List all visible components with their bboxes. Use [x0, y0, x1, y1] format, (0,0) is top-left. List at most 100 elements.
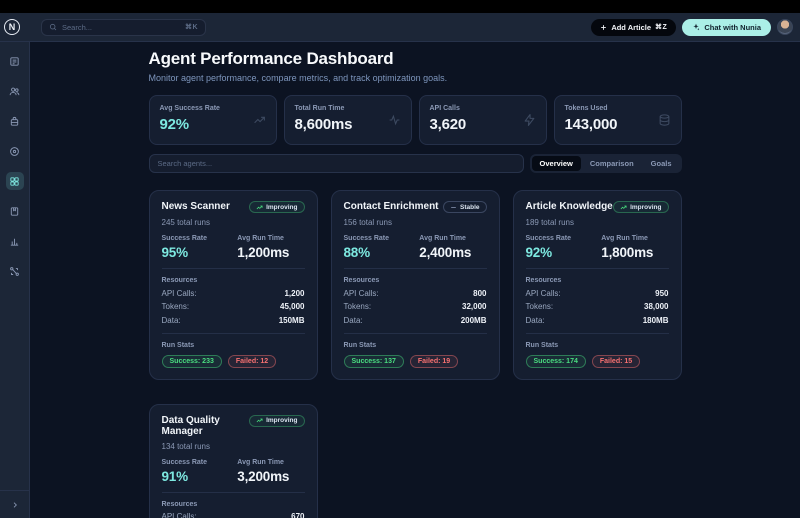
avg-run-time-value: 1,800ms: [601, 245, 654, 260]
avg-run-time-label: Avg Run Time: [237, 235, 284, 242]
success-rate-value: 92%: [525, 245, 553, 260]
sidebar-nav: [0, 42, 29, 280]
agent-card-article-knowledge[interactable]: Article Knowledge Improving 189 total ru…: [512, 190, 682, 380]
add-article-shortcut: ⌘Z: [655, 24, 668, 31]
sidebar-item-articles[interactable]: [6, 202, 24, 220]
trending-up-icon: [256, 418, 263, 423]
agent-name: News Scanner: [161, 201, 230, 212]
page-subtitle: Monitor agent performance, compare metri…: [148, 73, 448, 83]
news-icon: [10, 56, 19, 66]
success-rate-value: 95%: [161, 245, 189, 260]
total-runs: 189 total runs: [525, 218, 574, 227]
agent-card-contact-enrichment[interactable]: Contact Enrichment Stable 156 total runs…: [330, 190, 500, 380]
topbar: N ⌘K Add Article ⌘Z Chat with Nunia: [0, 13, 800, 42]
avg-run-time-label: Avg Run Time: [601, 235, 648, 242]
analytics-icon: [10, 238, 19, 246]
trend-badge: Improving: [249, 414, 305, 427]
sidebar-item-dashboard[interactable]: [5, 172, 24, 190]
sidebar-item-media[interactable]: [6, 142, 24, 160]
tab-overview[interactable]: Overview: [531, 156, 581, 171]
logo-letter: N: [8, 22, 16, 32]
sidebar-item-news[interactable]: [6, 52, 24, 70]
sidebar-item-automations[interactable]: [6, 262, 24, 280]
companies-icon: [10, 116, 19, 126]
data-value: 180MB: [642, 315, 669, 325]
global-search[interactable]: ⌘K: [41, 18, 206, 36]
stat-label: API Calls: [429, 105, 460, 112]
api-calls-key: API Calls:: [343, 288, 379, 298]
success-badge: Success: 137: [343, 354, 404, 368]
api-calls-key: API Calls:: [161, 512, 197, 518]
stat-value: 8,600ms: [294, 116, 353, 133]
resources-label: Resources: [343, 277, 380, 284]
avg-run-time-value: 3,200ms: [237, 468, 290, 484]
topbar-actions: Add Article ⌘Z Chat with Nunia: [591, 18, 800, 36]
user-avatar[interactable]: [777, 19, 793, 35]
dashboard-grid-icon: [10, 176, 19, 186]
chat-with-nunia-label: Chat with Nunia: [704, 22, 761, 32]
divider: [161, 491, 305, 493]
api-calls-value: 800: [473, 288, 487, 298]
media-icon: [10, 146, 19, 156]
success-rate-label: Success Rate: [343, 235, 390, 242]
run-stats-label: Run Stats: [343, 341, 377, 349]
trending-up-icon: [256, 205, 263, 209]
failed-badge: Failed: 15: [591, 354, 641, 368]
view-tabs: Overview Comparison Goals: [529, 154, 682, 173]
stat-card-avg-success-rate: Avg Success Rate 92%: [148, 95, 277, 145]
avg-run-time-label: Avg Run Time: [237, 458, 284, 466]
agent-search[interactable]: [148, 154, 524, 173]
sidebar: [0, 42, 30, 518]
agent-card-news-scanner[interactable]: News Scanner Improving 245 total runs Su…: [148, 190, 318, 380]
app-logo[interactable]: N: [4, 19, 20, 35]
total-runs: 134 total runs: [161, 441, 210, 451]
agent-name: Article Knowledge: [525, 201, 613, 212]
window-top-strip: [0, 0, 800, 13]
stat-label: Tokens Used: [564, 105, 608, 112]
trend-label: Improving: [266, 203, 298, 211]
stat-card-tokens-used: Tokens Used 143,000: [553, 95, 682, 145]
search-icon: [49, 23, 57, 31]
trend-label: Stable: [459, 203, 480, 211]
minus-icon: [451, 206, 456, 208]
database-icon: [659, 114, 669, 126]
api-calls-value: 1,200: [284, 288, 305, 298]
avg-run-time-value: 2,400ms: [419, 245, 472, 260]
sidebar-item-companies[interactable]: [6, 112, 24, 130]
tokens-value: 45,000: [280, 302, 305, 311]
add-article-button[interactable]: Add Article ⌘Z: [591, 18, 677, 36]
resources-label: Resources: [161, 500, 198, 508]
data-value: 200MB: [460, 315, 487, 325]
chat-with-nunia-button[interactable]: Chat with Nunia: [682, 18, 771, 36]
stat-card-api-calls: API Calls 3,620: [418, 95, 547, 145]
tokens-key: Tokens:: [161, 302, 190, 311]
tokens-value: 32,000: [462, 302, 487, 311]
tab-goals[interactable]: Goals: [643, 156, 680, 171]
zap-icon: [524, 114, 534, 126]
articles-icon: [10, 206, 19, 216]
divider: [525, 332, 669, 334]
sidebar-item-analytics[interactable]: [6, 232, 24, 250]
trending-up-icon: [253, 116, 265, 124]
sidebar-collapse-toggle[interactable]: [0, 490, 29, 518]
divider: [161, 268, 305, 269]
search-shortcut: ⌘K: [184, 24, 198, 31]
trend-badge: Improving: [249, 201, 305, 213]
trend-label: Improving: [630, 203, 662, 211]
sidebar-item-contacts[interactable]: [6, 82, 24, 100]
success-rate-label: Success Rate: [525, 235, 572, 242]
page-title: Agent Performance Dashboard: [148, 49, 394, 68]
contacts-icon: [9, 87, 20, 95]
trend-badge: Stable: [442, 201, 487, 213]
tab-comparison[interactable]: Comparison: [582, 156, 642, 171]
stat-value: 3,620: [429, 116, 467, 133]
global-search-input[interactable]: [62, 22, 180, 32]
agent-search-input[interactable]: [157, 159, 515, 168]
divider: [343, 332, 487, 334]
agent-name: Contact Enrichment: [343, 201, 439, 212]
agent-card-data-quality-manager[interactable]: Data Quality Manager Improving 134 total…: [148, 403, 318, 518]
add-article-label: Add Article: [611, 22, 652, 32]
data-key: Data:: [343, 315, 363, 325]
plus-icon: [601, 24, 607, 30]
success-badge: Success: 233: [161, 354, 222, 368]
